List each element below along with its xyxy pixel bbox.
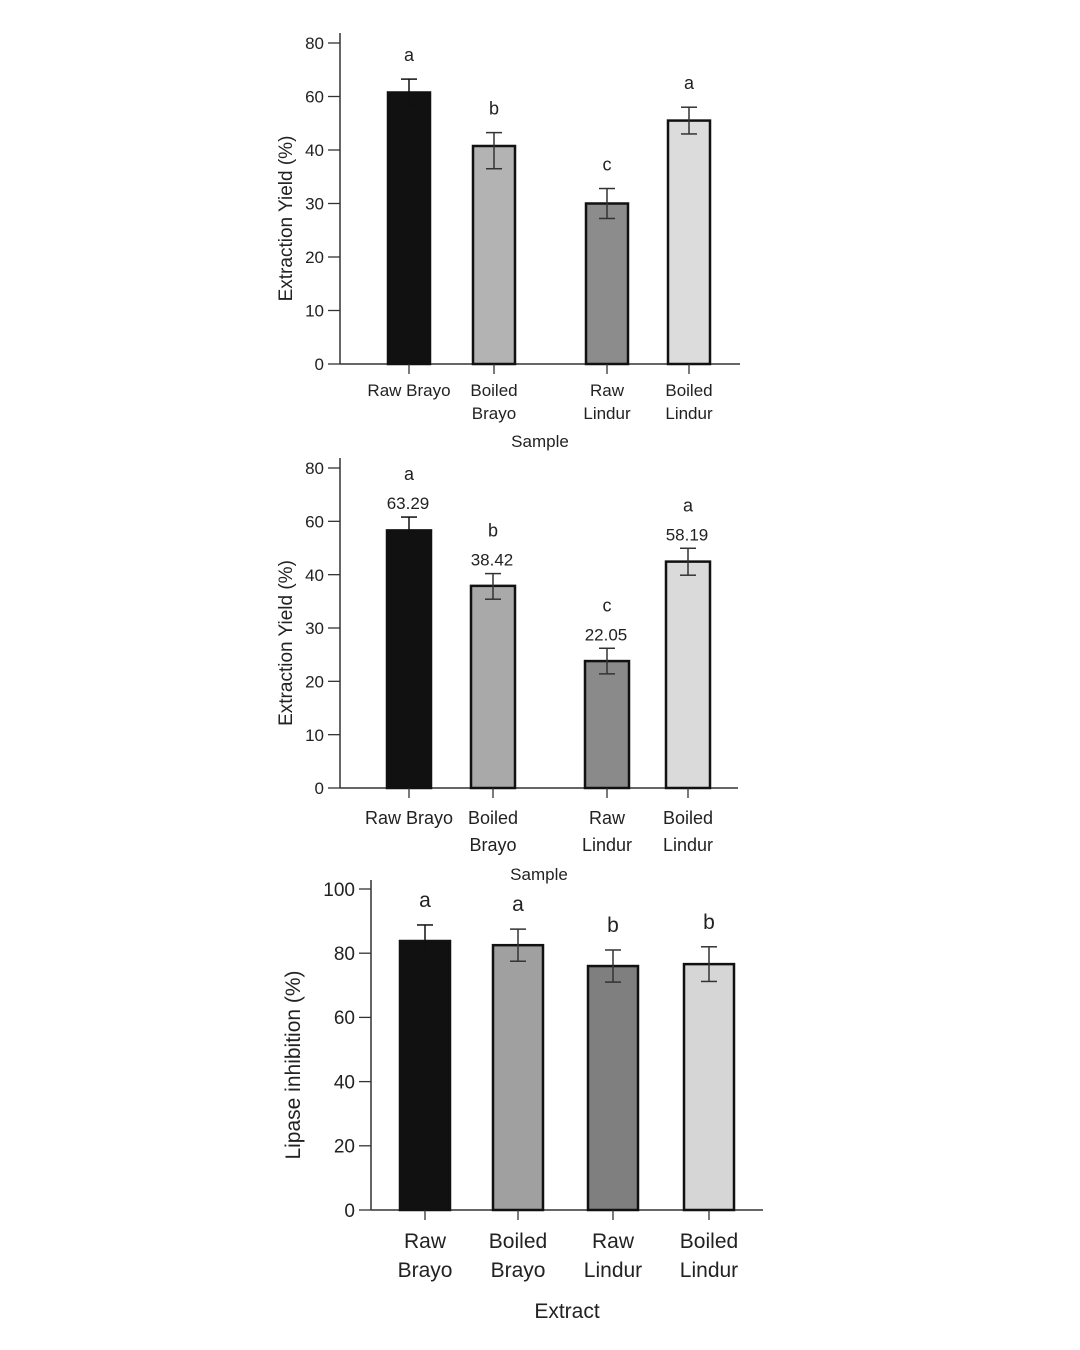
bar [664,560,712,790]
x-tick-label: Brayo [472,404,516,423]
bar [398,939,452,1212]
y-tick-label: 30 [305,619,324,638]
bar [491,943,545,1212]
x-tick-label: Brayo [491,1259,546,1282]
y-tick-label: 20 [334,1137,355,1158]
significance-letter: c [603,595,612,615]
x-axis-title: Extract [534,1300,600,1323]
data-label: 63.29 [387,494,430,513]
chart-2: 0 10 20 30 40 60 80 Extraction Yield (%) Sample R… [276,458,738,884]
y-tick-label: 80 [305,34,324,53]
x-tick-label: Boiled [665,381,712,400]
bar [386,91,432,366]
significance-letter: c [603,155,612,175]
data-label: 58.19 [666,525,709,544]
x-tick-label: Raw [404,1230,447,1253]
bar [666,119,712,366]
significance-letter: a [404,464,415,484]
significance-letter: b [607,914,619,937]
chart-1: 0 10 20 30 40 60 80 Extraction Yield (%) Sample R… [276,33,740,451]
y-tick-label: 100 [323,880,355,901]
y-tick-label: 80 [334,944,355,965]
significance-letter: a [404,45,415,65]
x-tick-label: Boiled [680,1230,738,1253]
bar [584,202,630,366]
data-label: 22.05 [585,625,628,644]
x-tick-label: Brayo [469,835,516,855]
x-axis-title: Sample [510,865,568,884]
x-tick-label: Boiled [468,808,518,828]
y-tick-label: 10 [305,302,324,321]
x-tick-label: Lindur [583,404,631,423]
y-tick-label: 40 [334,1072,355,1093]
y-tick-label: 0 [344,1201,355,1222]
x-tick-label: Lindur [663,835,713,855]
bar [385,529,433,790]
bar [682,962,736,1212]
significance-letter: b [489,99,499,119]
y-tick-label: 0 [315,355,324,374]
y-tick-label: 30 [305,195,324,214]
y-tick-label: 60 [305,88,324,107]
x-axis-title: Sample [511,432,569,451]
x-tick-label: Raw Brayo [367,381,450,400]
x-tick-label: Brayo [398,1259,453,1282]
y-axis-title: Lipase inhibition (%) [282,970,305,1159]
y-tick-label: 40 [305,141,324,160]
y-tick-label: 80 [305,459,324,478]
x-tick-label: Lindur [665,404,713,423]
x-tick-label: Boiled [489,1230,547,1253]
x-tick-label: Lindur [680,1259,738,1282]
significance-letter: b [703,911,715,934]
bar [471,144,517,366]
y-tick-label: 10 [305,726,324,745]
x-tick-label: Raw [589,808,626,828]
y-tick-label: 0 [315,779,324,798]
x-tick-label: Raw [590,381,625,400]
y-tick-label: 60 [334,1008,355,1029]
y-axis-title: Extraction Yield (%) [276,560,297,726]
significance-letter: a [683,495,694,515]
y-axis-title: Extraction Yield (%) [276,136,297,302]
significance-letter: a [684,73,695,93]
chart-3: 0 20 40 60 80 100 Lipase inhibition (%) Extract… [282,880,763,1323]
y-tick-label: 40 [305,566,324,585]
x-tick-label: Lindur [582,835,632,855]
bar [583,659,631,790]
significance-letter: a [419,889,431,912]
x-tick-label: Raw Brayo [365,808,453,828]
y-tick-label: 20 [305,248,324,267]
significance-letter: a [512,893,524,916]
x-tick-label: Boiled [470,381,517,400]
y-tick-label: 60 [305,512,324,531]
bar [586,964,640,1212]
data-label: 38.42 [471,551,514,570]
x-tick-label: Lindur [584,1259,642,1282]
significance-letter: b [488,521,498,541]
bar [469,584,517,790]
x-tick-label: Raw [592,1230,635,1253]
y-tick-label: 20 [305,672,324,691]
x-tick-label: Boiled [663,808,713,828]
